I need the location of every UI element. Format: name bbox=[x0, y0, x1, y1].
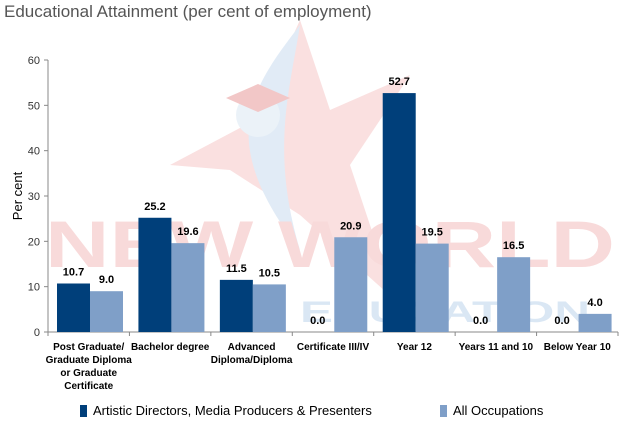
legend-swatch-series-2 bbox=[440, 404, 447, 417]
bar-series-2-2 bbox=[171, 243, 205, 332]
bar-series-1-1 bbox=[57, 283, 90, 332]
watermark-swoosh-shape bbox=[248, 25, 300, 250]
x-tick-label-line: Graduate Diploma bbox=[46, 355, 133, 366]
data-label-series-2-4: 20.9 bbox=[340, 220, 361, 232]
data-label-series-1-7: 0.0 bbox=[554, 315, 569, 327]
y-tick-label: 10 bbox=[28, 282, 40, 294]
x-tick-label-line: Years 11 and 10 bbox=[459, 342, 534, 353]
bar-series-2-1 bbox=[90, 291, 123, 332]
chart-title: Educational Attainment (per cent of empl… bbox=[4, 2, 372, 21]
data-labels: 10.7 25.2 11.5 0.0 52.7 0.0 0.0 9.0 19.6 10.5 20.9… bbox=[63, 76, 603, 327]
bar-series-1-3 bbox=[219, 279, 253, 332]
data-label-series-1-5: 52.7 bbox=[389, 76, 410, 88]
y-tick-label: 0 bbox=[34, 327, 40, 339]
legend-label-series-2: All Occupations bbox=[453, 403, 544, 418]
x-tick-label-line: Advanced bbox=[228, 342, 276, 353]
y-tick-label: 30 bbox=[28, 191, 40, 203]
bar-series-2-5 bbox=[415, 243, 449, 332]
data-label-series-2-3: 10.5 bbox=[259, 267, 280, 279]
legend-item-series-1: Artistic Directors, Media Producers & Pr… bbox=[80, 403, 372, 418]
bar-series-1-2 bbox=[138, 217, 172, 332]
legend-item-series-2: All Occupations bbox=[440, 403, 543, 418]
bar-series-2-7 bbox=[578, 313, 612, 332]
category-labels: Post Graduate/Graduate Diploma or Graduat… bbox=[46, 342, 612, 392]
bars bbox=[57, 93, 612, 333]
x-tick-label: Advanced Diploma/Diploma bbox=[211, 342, 293, 366]
x-tick-label-line: Bachelor degree bbox=[131, 342, 210, 353]
data-label-series-1-1: 10.7 bbox=[63, 266, 84, 278]
x-tick-label: Below Year 10 bbox=[544, 342, 612, 353]
data-label-series-2-7: 4.0 bbox=[587, 297, 602, 309]
x-tick-label: Bachelor degree bbox=[131, 342, 210, 353]
x-tick-label-line: Year 12 bbox=[397, 342, 432, 353]
y-tick-label: 40 bbox=[28, 146, 40, 158]
y-tick-label: 50 bbox=[28, 100, 40, 112]
data-label-series-2-2: 19.6 bbox=[177, 226, 198, 238]
data-label-series-2-6: 16.5 bbox=[503, 240, 524, 252]
data-label-series-1-2: 25.2 bbox=[144, 201, 165, 213]
data-label-series-2-5: 19.5 bbox=[422, 227, 443, 239]
data-label-series-1-6: 0.0 bbox=[473, 315, 488, 327]
x-tick-label-line: or Graduate bbox=[60, 368, 117, 379]
legend-label-series-1: Artistic Directors, Media Producers & Pr… bbox=[93, 403, 372, 418]
x-tick-label-line: Below Year 10 bbox=[544, 342, 612, 353]
x-tick-label-line: Certificate III/IV bbox=[297, 342, 370, 353]
legend-swatch-series-1 bbox=[80, 404, 87, 417]
x-tick-label: Post Graduate/Graduate Diploma or Graduat… bbox=[46, 342, 133, 392]
y-tick-label: 20 bbox=[28, 236, 40, 248]
bar-series-1-5 bbox=[382, 93, 416, 333]
watermark-star-shape bbox=[170, 20, 410, 300]
x-tick-label-line: Diploma/Diploma bbox=[211, 355, 293, 366]
x-tick-label: Year 12 bbox=[397, 342, 432, 353]
bar-series-2-3 bbox=[252, 284, 286, 332]
x-tick-label: Certificate III/IV bbox=[297, 342, 370, 353]
x-tick-label-line: Post Graduate/ bbox=[53, 342, 124, 353]
watermark-cap-shape bbox=[226, 84, 290, 112]
x-tick-label: Years 11 and 10 bbox=[459, 342, 534, 353]
y-axis-title: Per cent bbox=[10, 171, 25, 220]
data-label-series-2-1: 9.0 bbox=[99, 274, 114, 286]
x-tick-label-line: Certificate bbox=[64, 381, 113, 392]
data-label-series-1-4: 0.0 bbox=[310, 315, 325, 327]
y-tick-label: 60 bbox=[28, 55, 40, 67]
data-label-series-1-3: 11.5 bbox=[226, 263, 247, 275]
bar-series-2-4 bbox=[334, 237, 368, 332]
bar-series-2-6 bbox=[497, 257, 531, 332]
